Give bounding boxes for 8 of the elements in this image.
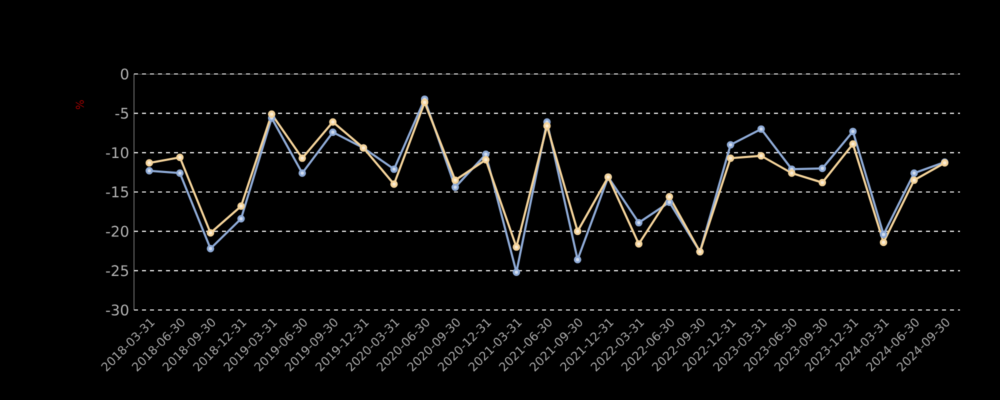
y-tick-label: -15 <box>106 186 128 198</box>
y-tick-label: -5 <box>115 108 128 119</box>
y-tick-label: -25 <box>106 265 128 276</box>
y-tick-label: -10 <box>106 147 128 158</box>
y-tick-label: -20 <box>106 226 128 237</box>
y-tick-label: -30 <box>106 304 128 316</box>
y-tick-label: 0 <box>120 68 128 80</box>
y-axis-title: % <box>76 100 84 110</box>
